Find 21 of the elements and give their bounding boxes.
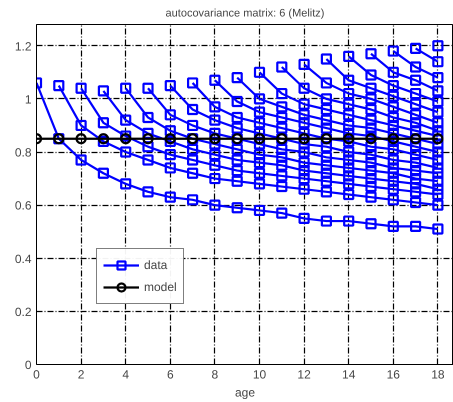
x-tick-label: 2: [78, 368, 85, 382]
x-tick-label: 14: [342, 368, 356, 382]
y-tick-label: 0.8: [14, 146, 32, 160]
chart-title: autocovariance matrix: 6 (Melitz): [166, 8, 324, 20]
y-tick-label: 0.6: [14, 198, 32, 213]
legend-label: model: [144, 280, 177, 294]
x-tick-label: 4: [122, 368, 130, 382]
x-tick-label: 8: [212, 368, 219, 382]
y-tick-label: 0: [24, 358, 32, 372]
x-tick-label: 10: [252, 368, 266, 382]
y-tick-label: 1.2: [14, 39, 32, 54]
x-tick-label: 12: [297, 368, 312, 382]
x-tick-label: 18: [431, 368, 445, 382]
y-tick-label: 0.2: [14, 304, 32, 319]
legend-label: data: [144, 258, 168, 272]
y-tick-label: 0.4: [14, 252, 32, 266]
x-tick-label: 16: [386, 368, 400, 382]
x-tick-label: 0: [33, 368, 40, 382]
y-tick-label: 1: [24, 92, 32, 106]
x-axis-title: age: [234, 386, 256, 400]
x-tick-label: 6: [166, 368, 174, 382]
